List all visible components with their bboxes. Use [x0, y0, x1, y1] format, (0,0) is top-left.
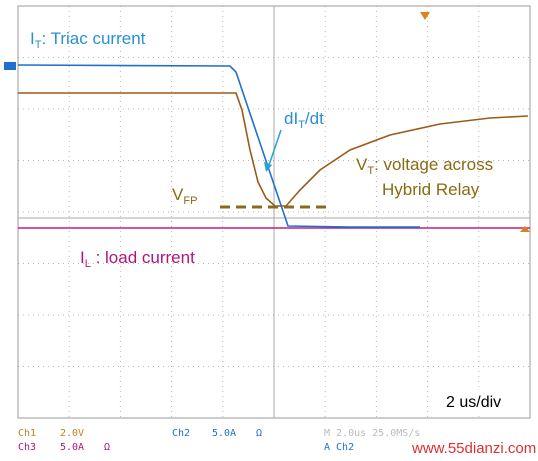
didt-arrow — [267, 129, 282, 169]
triac-current-trace — [17, 64, 420, 228]
watermark: www.55dianzi.com — [411, 440, 536, 457]
load-label: IL : load current — [80, 248, 195, 270]
ch2: Ch2 — [172, 428, 190, 439]
timebase-box — [438, 388, 526, 414]
vfp-label: VFP — [172, 185, 197, 207]
arrow-head — [264, 162, 272, 172]
level-marker — [520, 226, 530, 232]
vt-label: VT: voltage across — [356, 155, 493, 177]
ch3: Ch3 — [18, 442, 36, 453]
vt-label-2: Hybrid Relay — [382, 180, 480, 199]
ch3-unit: Ω — [104, 442, 110, 453]
trigger: A Ch2 — [324, 442, 354, 453]
ch-marker — [4, 62, 16, 70]
triac-label: IT: Triac current — [30, 29, 146, 51]
ch1-scale: 2.0V — [60, 428, 84, 439]
ch2-unit: Ω — [256, 428, 262, 439]
timebase: 2 us/div — [446, 394, 501, 411]
ch3-scale: 5.0A — [60, 442, 84, 453]
trigger-marker — [420, 12, 430, 20]
horizontal: M 2.0us 25.0MS/s — [324, 428, 420, 439]
ch2-scale: 5.0A — [212, 428, 236, 439]
didt-label: dIT/dt — [284, 109, 324, 131]
ch1: Ch1 — [18, 428, 36, 439]
